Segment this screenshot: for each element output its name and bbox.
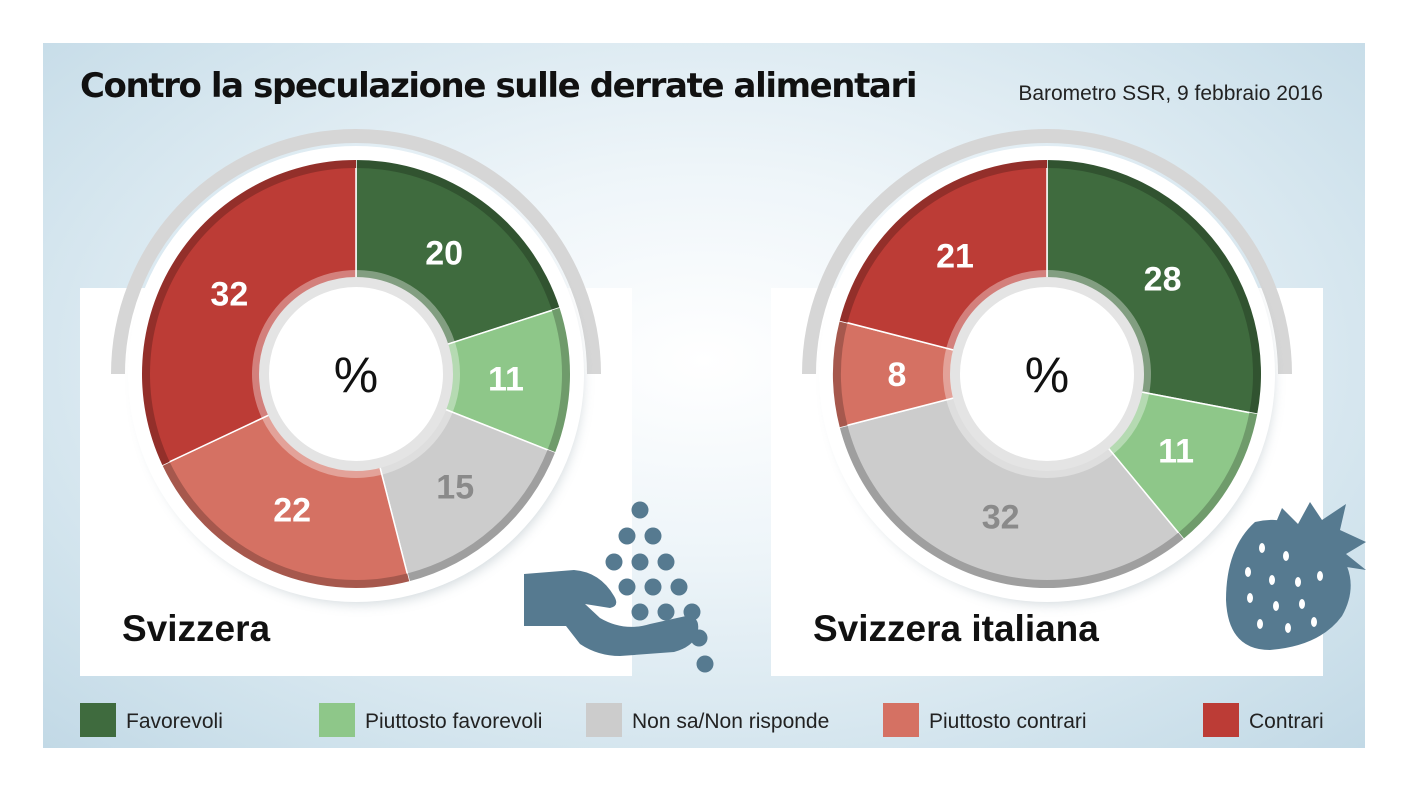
donut-chart-svizzera-italiana: 28 11 32 8 21% (802, 129, 1292, 604)
slice-label-piuttosto-contrari: 8 (888, 356, 907, 394)
legend-swatch (586, 703, 622, 737)
slice-label-non-sa: 15 (436, 469, 474, 507)
unit-label: % (334, 347, 378, 403)
slice-label-favorevoli: 28 (1144, 260, 1182, 298)
slice-rim-contrari (141, 160, 356, 466)
slice-label-contrari: 32 (210, 276, 248, 314)
slice-rim-contrari (839, 160, 1048, 323)
slice-label-piuttosto-favorevoli: 11 (488, 361, 524, 399)
slice-rim-piuttosto-contrari (162, 461, 410, 588)
decorative-arc (111, 129, 601, 375)
slice-label-piuttosto-contrari: 22 (273, 492, 311, 530)
slice-label-non-sa: 32 (982, 499, 1020, 537)
legend-label: Non sa/Non risponde (632, 710, 830, 733)
slice-bevel-contrari (251, 270, 356, 419)
slice-bevel-non-sa (946, 396, 1114, 479)
slice-label-piuttosto-favorevoli: 11 (1158, 432, 1194, 470)
chart-title: Contro la speculazione sulle derrate ali… (80, 66, 918, 106)
legend-label: Piuttosto favorevoli (365, 710, 543, 733)
slice-rim-favorevoli (356, 160, 560, 311)
donut-chart-svizzera: 20 11 15 22 32% (111, 129, 601, 604)
legend-swatch (883, 703, 919, 737)
hand-seeds-icon (524, 501, 714, 673)
hole-ring (259, 277, 453, 471)
slice-rim-piuttosto-favorevoli (547, 307, 570, 453)
legend-label: Favorevoli (126, 710, 223, 733)
legend-swatch (319, 703, 355, 737)
source-note: Barometro SSR, 9 febbraio 2016 (1018, 82, 1323, 105)
panel-label-svizzera: Svizzera (122, 608, 271, 649)
slice-label-favorevoli: 20 (425, 235, 463, 273)
panel-label-svizzera-italiana: Svizzera italiana (813, 608, 1099, 649)
slice-label-contrari: 21 (936, 237, 974, 275)
donut-hole (963, 290, 1131, 458)
decorative-arc (802, 129, 1292, 375)
slice-rim-piuttosto-contrari (833, 320, 848, 428)
unit-label: % (1025, 347, 1069, 403)
hole-ring (950, 277, 1144, 471)
legend-label: Piuttosto contrari (929, 710, 1087, 733)
donut-hole (272, 290, 440, 458)
legend-swatch (80, 703, 116, 737)
legend-swatch (1203, 703, 1239, 737)
legend-label: Contrari (1249, 710, 1324, 733)
slice-rim-piuttosto-favorevoli (1178, 412, 1258, 539)
slice-rim-non-sa (839, 425, 1184, 588)
strawberry-icon (1226, 502, 1366, 650)
